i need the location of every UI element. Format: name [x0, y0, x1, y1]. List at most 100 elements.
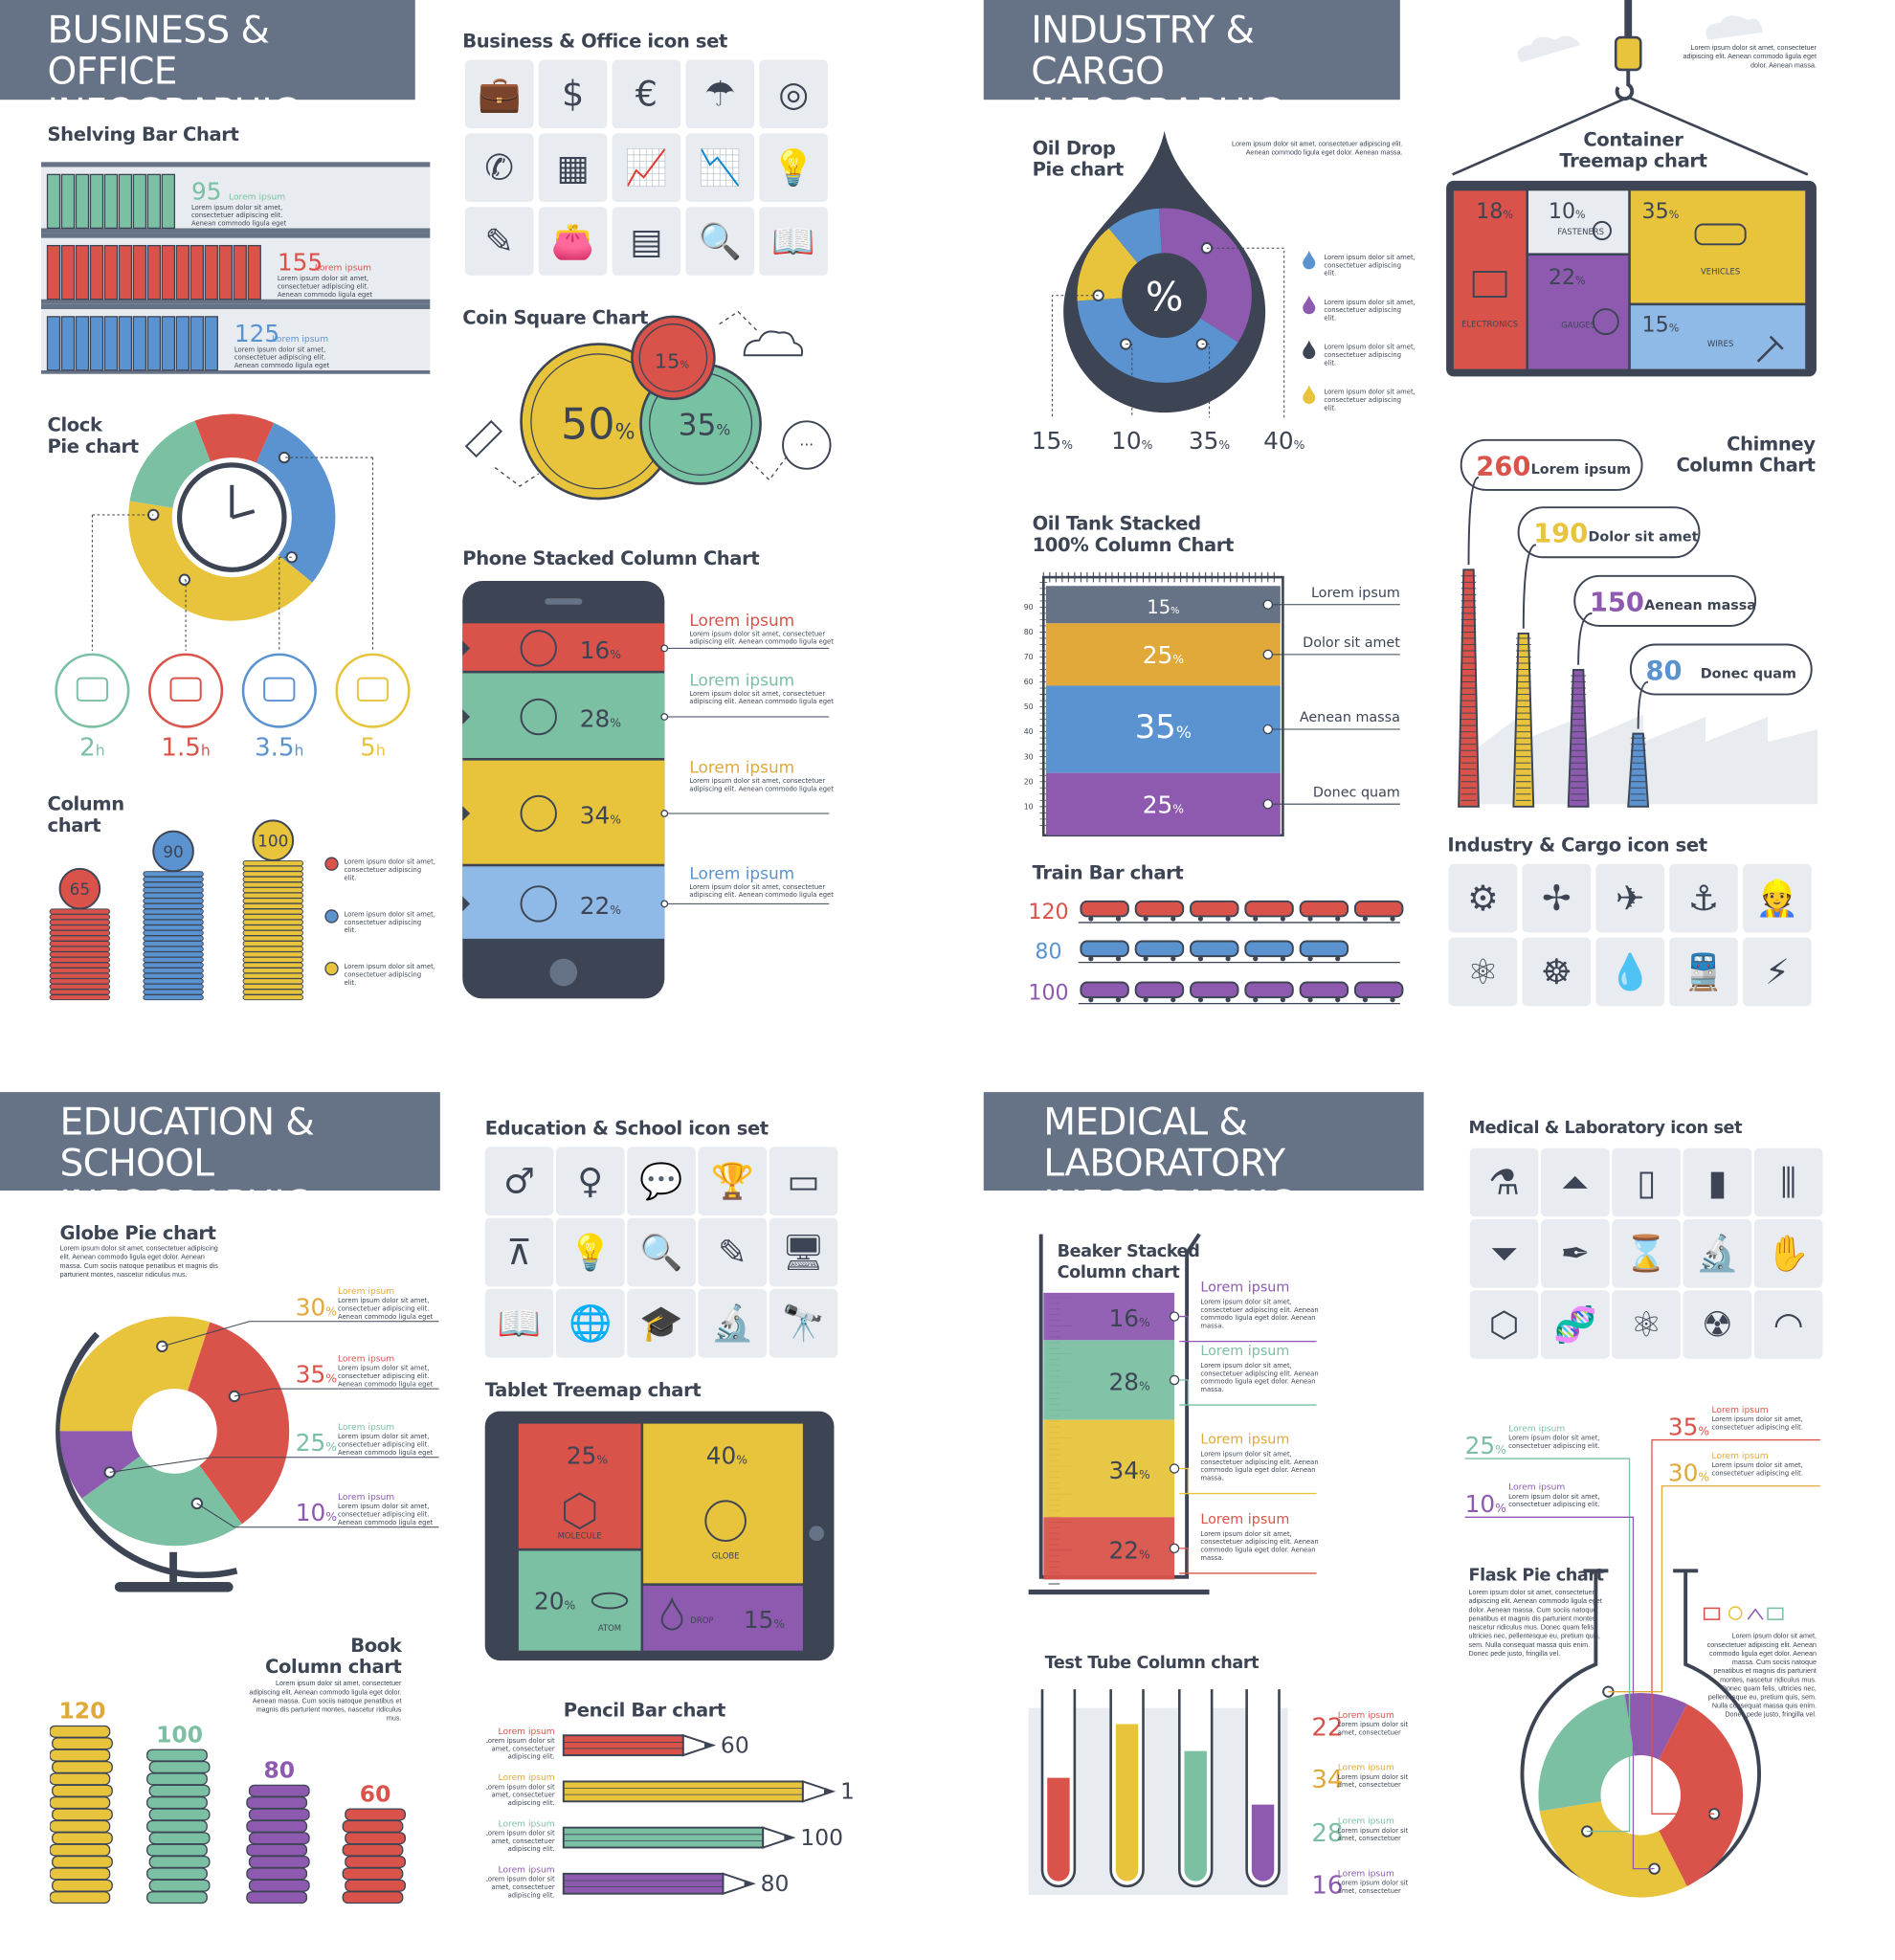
oiltank-title-line1: Oil Tank Stacked	[1032, 512, 1202, 535]
book	[345, 1855, 407, 1868]
binder	[218, 244, 233, 301]
treemap-label: GAUGES	[1561, 321, 1595, 330]
globe-desc: Lorem ipsum dolor sit amet,	[338, 1433, 429, 1440]
coin	[49, 978, 111, 985]
pencil-value: 100	[800, 1824, 843, 1851]
medical-icon-title: Medical & Laboratory icon set	[1468, 1118, 1743, 1139]
growth-chart-icon: 📈	[612, 133, 681, 203]
beaker-label: Lorem ipsum	[1200, 1344, 1289, 1359]
drop-pct: 35%	[1189, 427, 1231, 455]
oiltank-title: Oil Tank Stacked 100% Column Chart	[1032, 512, 1235, 556]
globe-desc: consectetuer adipiscing elit.	[338, 1441, 429, 1449]
clock-slice	[256, 422, 336, 583]
globe-pct-unit: %	[325, 1440, 337, 1454]
clock-icon	[169, 677, 202, 702]
train-wheel	[1115, 916, 1122, 922]
phone-leader-dot	[660, 810, 669, 817]
car-icon	[1694, 223, 1747, 246]
coin	[143, 989, 204, 995]
binder	[175, 316, 190, 371]
book	[52, 1855, 113, 1868]
treemap-pct-value: 22	[1549, 265, 1575, 290]
shelving-label: Lorem ipsum	[315, 264, 371, 274]
treemap-label: ELECTRONICS	[1461, 319, 1518, 328]
book	[50, 1843, 111, 1857]
tube-value-value: 16	[1311, 1872, 1343, 1901]
tube-value: 28	[1311, 1819, 1343, 1848]
pencil-tip	[762, 1826, 796, 1849]
coin	[242, 871, 303, 878]
coin-top	[252, 819, 295, 862]
shelf-board	[40, 299, 431, 304]
tank-marker	[1262, 599, 1273, 610]
phone-band-icon	[520, 885, 557, 923]
pencil-body	[562, 1826, 765, 1849]
cloud-decor	[1517, 35, 1581, 63]
phone-notch	[462, 806, 471, 821]
binder	[132, 244, 147, 301]
phone-leader-dot	[660, 713, 669, 721]
umbrella-icon-glyph: ☂	[703, 73, 736, 115]
flask-title: Flask Pie chart	[1468, 1566, 1605, 1586]
chimney-label: Lorem ipsum	[1531, 462, 1631, 478]
pencil-body	[562, 1780, 804, 1803]
flask-desc: Lorem ipsum dolor sit amet,	[1712, 1461, 1803, 1469]
phone-notch	[462, 709, 471, 724]
round-flask-icon-glyph: ⚗	[1488, 1162, 1520, 1204]
globe-pct-unit: %	[325, 1304, 337, 1318]
clock-hours: 3.5h	[255, 733, 303, 762]
book	[246, 1867, 308, 1881]
flask-pct: 10%	[1465, 1490, 1507, 1518]
telescope-icon: 🔭	[769, 1288, 838, 1358]
drop-legend-text: consectetuer adipiscing	[1324, 396, 1401, 404]
globe-desc: Lorem ipsum dolor sit amet,	[338, 1503, 429, 1510]
calculator-icon-glyph: ▤	[630, 220, 663, 262]
binder	[247, 244, 261, 301]
globe-pct-value: 25	[296, 1429, 326, 1457]
monitor-icon	[1703, 1607, 1721, 1620]
shelving-value: 95	[191, 177, 222, 205]
globe-slice	[59, 1431, 141, 1499]
globe-desc: Aenean commodo ligula eget	[338, 1313, 434, 1321]
train-wheel	[1335, 997, 1341, 1003]
flask-pct-unit: %	[1698, 1424, 1709, 1437]
book	[342, 1843, 404, 1857]
binder	[118, 316, 133, 371]
coin	[143, 994, 204, 1001]
train-wheel	[1197, 997, 1204, 1003]
beaker-desc: consectetuer adipiscing elit. Aenean	[1200, 1538, 1318, 1546]
test-tube-rack-icon: ⫼	[1753, 1147, 1823, 1217]
phone-band-pct-unit: %	[610, 813, 621, 826]
beaker-pct-value: 34	[1109, 1457, 1140, 1484]
briefcase-icon: 💼	[464, 59, 534, 129]
tank-label: Aenean massa	[1300, 710, 1400, 725]
shelf-board	[40, 162, 431, 167]
pipette-icon: ✒	[1541, 1218, 1610, 1288]
binder	[75, 316, 90, 371]
binder	[60, 316, 76, 371]
monitor-icon-glyph: 🖥	[781, 1232, 826, 1273]
coin-value: 100	[257, 832, 288, 851]
flask-label: Lorem ipsum	[1712, 1452, 1769, 1461]
globe-desc: Aenean commodo ligula eget	[338, 1449, 434, 1457]
train-wheel	[1253, 916, 1259, 922]
treemap-pct-unit: %	[1503, 209, 1513, 221]
tank-pct-value: 25	[1143, 791, 1173, 818]
decline-chart-icon-glyph: 📉	[698, 146, 742, 189]
oildrop-title-line2: Pie chart	[1032, 158, 1125, 181]
tank-pct-value: 35	[1135, 708, 1176, 746]
chat-icon-glyph: 💬	[639, 1160, 683, 1202]
flask-desc-right: Lorem ipsum dolor sit amet, consectetuer…	[1706, 1633, 1817, 1720]
column-title-line1: Column	[47, 792, 125, 815]
coin	[242, 887, 303, 894]
flask-leader	[1464, 1516, 1655, 1870]
globe-slice	[188, 1322, 290, 1525]
train-car	[1080, 981, 1129, 999]
beaker-title: Beaker Stacked Column chart	[1058, 1241, 1200, 1283]
airplane-icon: ✈	[1595, 863, 1665, 933]
book	[248, 1784, 310, 1797]
worker-icon-glyph: 👷	[1755, 878, 1799, 920]
train-wheel	[1143, 997, 1148, 1003]
book	[342, 1867, 404, 1881]
globe-pct: 30%	[296, 1293, 338, 1321]
